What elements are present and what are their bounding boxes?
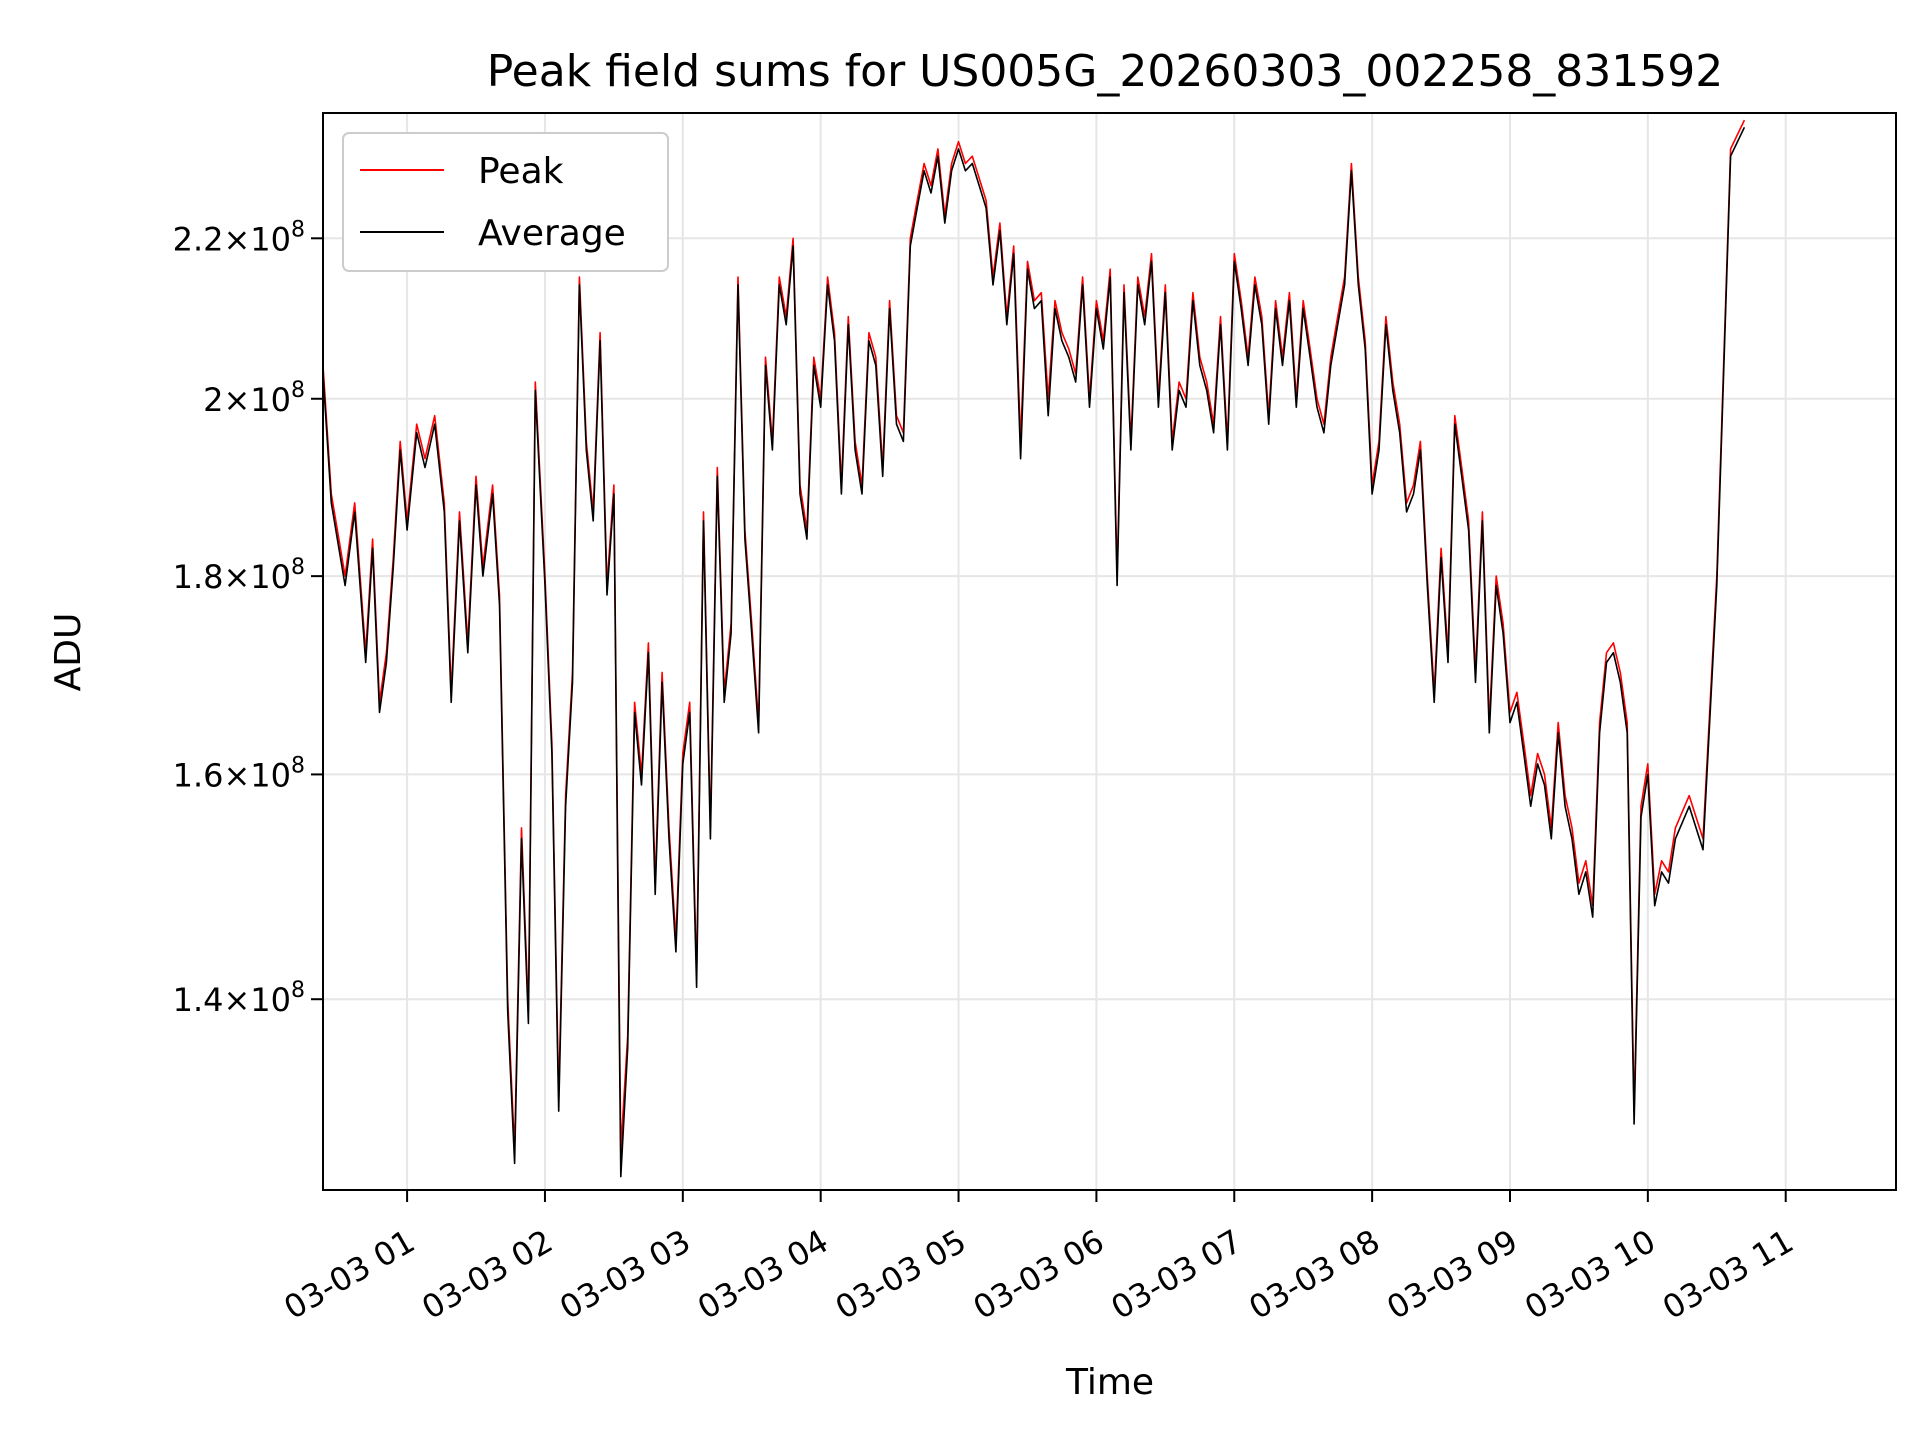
plot-frame <box>322 112 1897 1191</box>
x-tick-label: 03-03 04 <box>691 1222 835 1327</box>
x-tick-label: 03-03 01 <box>277 1222 421 1327</box>
series-line-peak <box>322 119 1746 1151</box>
grid <box>323 113 1896 1190</box>
series-line-average <box>322 126 1746 1178</box>
legend-label-average: Average <box>478 213 626 254</box>
x-tick-label: 03-03 07 <box>1105 1222 1249 1327</box>
legend: Peak Average <box>342 132 669 272</box>
legend-box <box>342 132 669 272</box>
chart-title: Peak field sums for US005G_20260303_0022… <box>487 46 1724 97</box>
y-tick-label: 1.6×108 <box>173 753 305 794</box>
x-tick-label: 03-03 03 <box>553 1222 697 1327</box>
y-tick-label: 1.8×108 <box>173 555 305 596</box>
y-tick-label: 2.2×108 <box>173 217 305 258</box>
x-axis-label: Time <box>1065 1362 1154 1403</box>
y-tick-label: 1.4×108 <box>173 978 305 1019</box>
x-tick-label: 03-03 11 <box>1656 1222 1800 1327</box>
y-axis-label: ADU <box>48 613 89 692</box>
x-tick-label: 03-03 02 <box>415 1222 559 1327</box>
series-lines <box>322 119 1746 1178</box>
x-tick-label: 03-03 06 <box>967 1222 1111 1327</box>
x-tick-label: 03-03 09 <box>1380 1222 1524 1327</box>
y-axis: 1.4×108 1.6×108 1.8×108 2×108 2.2×108 <box>173 217 323 1019</box>
legend-label-peak: Peak <box>478 151 564 192</box>
x-tick-label: 03-03 05 <box>829 1222 973 1327</box>
x-tick-label: 03-03 10 <box>1518 1222 1662 1327</box>
x-tick-label: 03-03 08 <box>1243 1222 1387 1327</box>
y-tick-label: 2×108 <box>203 378 305 419</box>
